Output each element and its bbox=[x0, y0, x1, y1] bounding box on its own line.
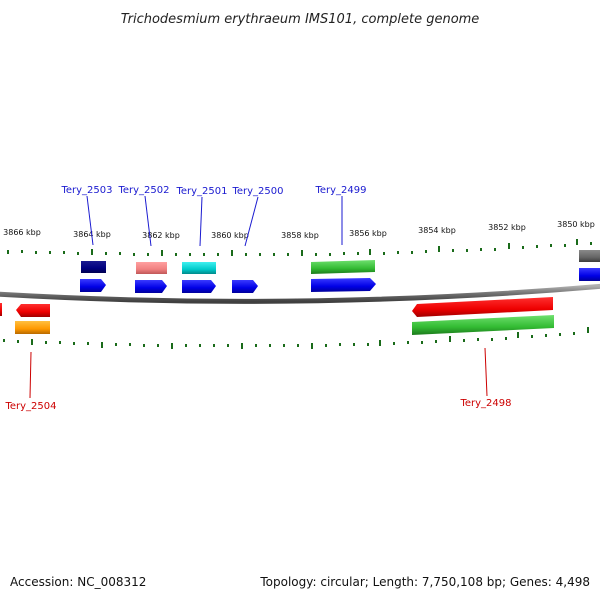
feature-block[interactable] bbox=[15, 321, 50, 334]
forward-cds bbox=[80, 268, 600, 293]
inner-tick-track bbox=[3, 327, 589, 349]
gene-label[interactable]: Tery_2504 bbox=[4, 401, 56, 412]
cds-arrow[interactable] bbox=[16, 304, 50, 317]
gene-label[interactable]: Tery_2501 bbox=[175, 186, 227, 197]
tick-label: 3862 kbp bbox=[142, 231, 180, 240]
tick-label: 3856 kbp bbox=[349, 229, 387, 238]
cds-arrow[interactable] bbox=[135, 280, 167, 293]
gene-label[interactable]: Tery_2500 bbox=[231, 186, 283, 197]
feature-block[interactable] bbox=[311, 260, 375, 274]
cds-arrow[interactable] bbox=[412, 297, 553, 317]
tick-label: 3860 kbp bbox=[211, 231, 249, 240]
gene-label[interactable]: Tery_2502 bbox=[117, 185, 169, 196]
gene-labels: Tery_2503 Tery_2502 Tery_2501 Tery_2500 … bbox=[4, 185, 511, 412]
feature-block[interactable] bbox=[579, 250, 600, 262]
genome-backbone bbox=[0, 283, 600, 304]
tick-label: 3852 kbp bbox=[488, 223, 526, 232]
tick-label: 3854 kbp bbox=[418, 226, 456, 235]
feature-block[interactable] bbox=[412, 315, 554, 335]
cds-arrow[interactable] bbox=[182, 280, 216, 293]
gene-label[interactable]: Tery_2498 bbox=[459, 398, 511, 409]
forward-features bbox=[81, 250, 600, 274]
feature-block[interactable] bbox=[81, 261, 106, 273]
cds-arrow[interactable] bbox=[311, 278, 376, 292]
cds-arrow[interactable] bbox=[579, 268, 600, 281]
accession-label: Accession: NC_008312 bbox=[10, 575, 146, 589]
feature-block[interactable] bbox=[182, 262, 216, 274]
outer-tick-track bbox=[7, 239, 592, 256]
feature-block[interactable] bbox=[136, 262, 167, 274]
cds-arrow[interactable] bbox=[80, 279, 106, 292]
tick-label: 3858 kbp bbox=[281, 231, 319, 240]
tick-label: 3866 kbp bbox=[3, 228, 41, 237]
map-title: Trichodesmium erythraeum IMS101, complet… bbox=[121, 12, 480, 27]
tick-label: 3850 kbp bbox=[557, 220, 595, 229]
gene-label[interactable]: Tery_2499 bbox=[314, 185, 366, 196]
cds-arrow[interactable] bbox=[232, 280, 258, 293]
genome-stats: Topology: circular; Length: 7,750,108 bp… bbox=[259, 575, 590, 589]
reverse-cds bbox=[0, 297, 554, 335]
cds-arrow[interactable] bbox=[0, 303, 2, 316]
gene-label[interactable]: Tery_2503 bbox=[60, 185, 112, 196]
label-leaders bbox=[29, 195, 488, 399]
